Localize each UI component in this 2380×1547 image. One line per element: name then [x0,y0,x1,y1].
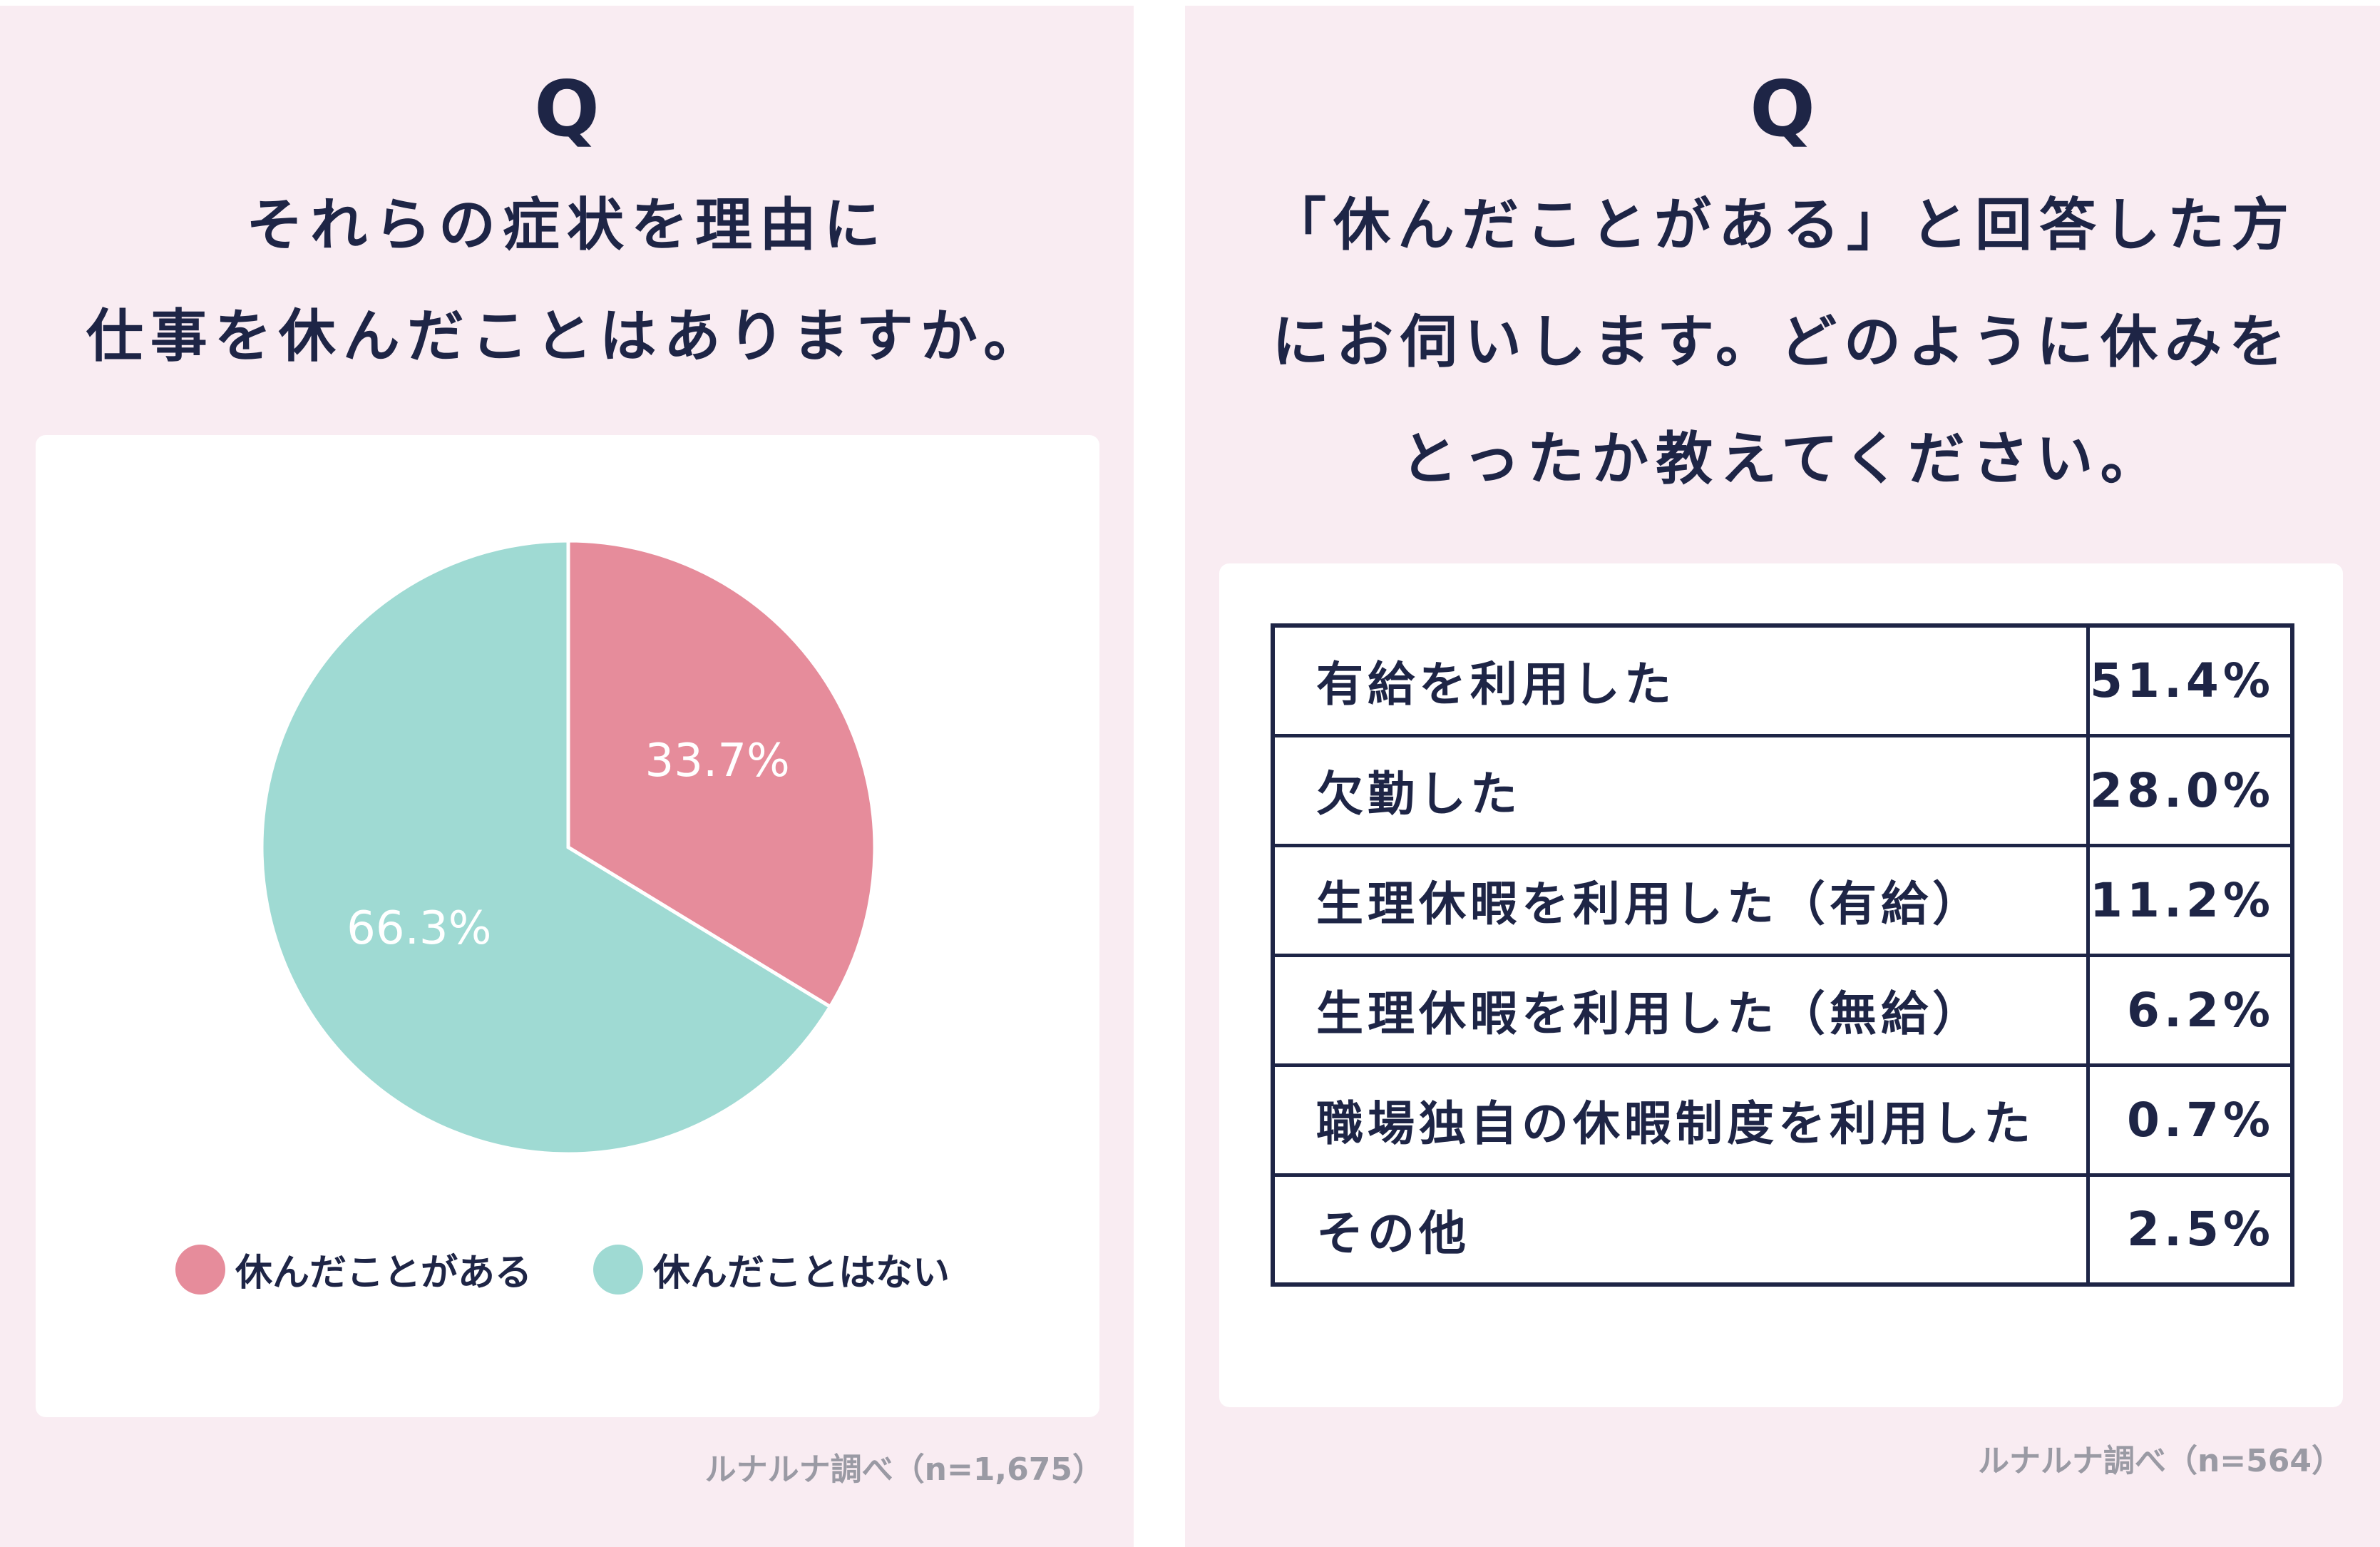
legend-dot-no [593,1244,643,1295]
left-question-line-2: 仕事を休んだことはありますか。 [86,303,1048,369]
table-row: その他 2.5% [1271,1173,2294,1287]
left-question: それらの症状を理由に 仕事を休んだことはありますか。 [0,170,1134,392]
table-cell-label: 職場独自の休暇制度を利用した [1271,1063,2091,1177]
right-question-line-3: とったか教えてください。 [1400,426,2165,492]
right-q-mark: Q [1750,65,1815,154]
table-row: 生理休暇を利用した（有給） 11.2% [1271,843,2294,957]
right-question-line-1: 「休んだことがある」と回答した方 [1269,192,2296,258]
pie-slice-0 [566,538,877,1009]
table-row: 有給を利用した 51.4% [1271,623,2294,737]
table-row: 欠勤した 28.0% [1271,733,2294,847]
legend-label-no: 休んだことはない [653,1252,950,1295]
legend-item-no: 休んだことはない [593,1242,950,1296]
table-cell-label: その他 [1271,1173,2091,1287]
table-cell-value: 11.2% [2086,843,2294,957]
table-cell-value: 28.0% [2086,733,2294,847]
right-question-line-2: にお伺いします。どのように休みを [1272,309,2293,375]
table-cell-value: 6.2% [2086,953,2294,1067]
pie-slice-1 [260,538,833,1156]
table-cell-label: 生理休暇を利用した（無給） [1271,953,2091,1067]
legend-item-yes: 休んだことがある [175,1242,532,1296]
table-cell-value: 0.7% [2086,1063,2294,1177]
legend-dot-yes [175,1244,225,1295]
table-cell-value: 2.5% [2086,1173,2294,1287]
pie-data-label-0: 33.7% [645,735,790,787]
legend-label-yes: 休んだことがある [235,1252,533,1295]
right-question: 「休んだことがある」と回答した方 にお伺いします。どのように休みを とったか教え… [1185,167,2380,518]
pie-data-label-1: 66.3% [347,902,491,955]
table-cell-label: 欠勤した [1271,733,2091,847]
table-cell-label: 有給を利用した [1271,623,2091,737]
left-source-note: ルナルナ調べ（n=1,675） [704,1451,1104,1488]
table-row: 職場独自の休暇制度を利用した 0.7% [1271,1063,2294,1177]
left-question-line-1: それらの症状を理由に [246,192,888,258]
left-q-mark: Q [534,65,600,154]
results-table: 有給を利用した 51.4% 欠勤した 28.0% 生理休暇を利用した（有給） 1… [1271,623,2294,1287]
table-cell-value: 51.4% [2086,623,2294,737]
right-source-note: ルナルナ調べ（n=564） [1977,1443,2343,1479]
table-cell-label: 生理休暇を利用した（有給） [1271,843,2091,957]
table-row: 生理休暇を利用した（無給） 6.2% [1271,953,2294,1067]
